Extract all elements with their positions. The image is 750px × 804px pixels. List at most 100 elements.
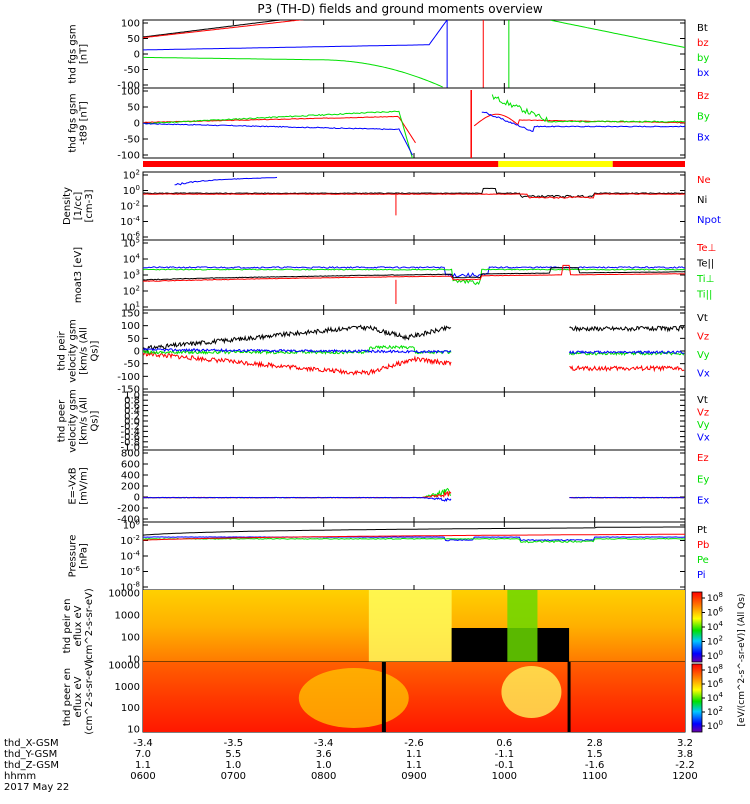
ion-spectrogram-green [507,590,538,662]
y-tick-label: 104 [123,253,141,266]
electron-spectrogram-blob [501,666,562,718]
legend-Bz: Bz [697,91,709,102]
colorbar-tick-label: 104 [707,691,723,704]
mode-bar-segment-3 [612,161,685,167]
trace-Bt [143,20,284,38]
panel-8: 100 10-2 10-4 10-6 10-8 Pressure[nPa] Pt Pb Pe Pi [68,519,710,594]
colorbar-electron [691,663,703,733]
panel-frame [142,19,686,89]
ephem-value: -1.6 [585,760,605,771]
ephem-value: -2.2 [675,760,695,771]
ephem-value: 1.0 [225,760,241,771]
trace-Npot [174,176,278,186]
y-tick-label: 10-4 [120,550,140,563]
legend-Te⊥: Te⊥ [696,243,716,254]
ephem-label-z: thd_Z-GSM [4,760,59,771]
trace-Ti-perp [143,268,685,286]
trace-Te-par [143,267,685,281]
ephem-label-hhmm: hhmm [4,771,36,782]
colorbar-tick-label: 108 [707,663,723,676]
y-tick-label: 100 [121,87,140,98]
ephem-value: 3.6 [316,749,332,760]
mode-bar-segment-1 [143,161,499,167]
y-tick-label: 50 [127,34,140,45]
ephem-value: -3.4 [133,738,153,749]
trace-Ez [143,490,685,499]
ephem-value: 7.0 [135,749,151,760]
legend-Ni: Ni [697,195,707,206]
panel-1: 100 50 0 -50 -100 thd fgs gsm[nT] Bt bz by bx [68,19,710,92]
panel-2: 100 50 0 -50 -100 thd fgs gsm-t89 [nT] Bz By Bx [68,87,710,162]
y-tick-label: -1.0 [120,443,140,454]
legend-by: by [697,53,709,64]
plot-date: 2017 May 22 [4,782,69,793]
trace-Pe [143,537,685,544]
y-tick-label: 800 [121,449,140,460]
colorbar-tick-label: 102 [707,705,723,718]
y-tick-label: 102 [123,285,140,298]
y-tick-label: 0 [134,493,140,504]
panel-frame [142,449,686,523]
legend-Bt: Bt [697,23,708,34]
trace-Ne [143,193,685,199]
legend-Pi: Pi [697,570,706,581]
y-tick-label: 103 [123,269,140,282]
y-tick-label: -100 [117,372,140,383]
y-tick-label: -400 [117,515,140,526]
y-tick-label: 1000 [115,682,140,693]
y-axis-label: thd peervelocity gsm[km/s (AllQs)] [57,389,101,453]
panel-4: 105 104 103 102 101 moat3 [eV] Te⊥ Te|| Ti⊥ Ti|| [73,237,716,314]
panel-3: 102 100 10-2 10-4 10-6 Density[1/cc][cm-3] Ne N… [62,169,721,244]
ephem-value: 0800 [311,771,336,782]
y-axis-label: thd peer eneflux eV(cm^2-s-sr-eV) [62,659,95,735]
y-tick-label: 100 [121,19,140,30]
legend-Ti⊥: Ti⊥ [696,274,714,285]
colorbar-tick-label: 100 [707,649,723,662]
ephem-value: -3.5 [224,738,244,749]
y-tick-label: 600 [121,460,140,471]
colorbar-tick-label: 106 [707,677,723,690]
y-tick-label: 200 [121,482,140,493]
trace-Vz [143,350,685,376]
plot-title: P3 (TH-D) fields and ground moments over… [257,2,542,16]
y-tick-label: 10-6 [120,231,140,244]
legend-Vy: Vy [697,420,710,431]
panel-10: 10000 1000 100 10 thd peer eneflux eV(cm^2-s… [62,659,686,736]
legend-Ex: Ex [697,496,709,507]
ephem-value: 5.5 [225,749,241,760]
ephem-label-y: thd_Y-GSM [4,749,57,760]
colorbar-tick-label: 106 [707,606,723,619]
trace-Ex [143,496,685,502]
ephem-label-x: thd_X-GSM [4,738,59,749]
y-tick-label: 0.8 [124,396,140,407]
y-tick-label: -100 [117,81,140,92]
ephem-value: 0600 [130,771,155,782]
legend-bz: bz [697,38,709,49]
y-tick-label: 10-2 [120,534,140,547]
y-tick-label: 105 [123,237,140,250]
ephem-value: 1100 [582,771,607,782]
panel-6: 1.00.80.60.40.20.0-0.2-0.4-0.6-0.8-1.0 th… [57,389,710,453]
y-tick-label: 0 [134,50,140,61]
colorbar-tick-label: 100 [707,719,723,732]
y-axis-label: E=-VxB[mV/m] [68,467,90,505]
y-tick-label: 102 [123,169,140,182]
trace-bx [143,20,448,51]
ephem-value: -0.1 [495,760,515,771]
y-tick-label: -150 [117,385,140,396]
legend-By: By [697,112,710,123]
legend-Ez: Ez [697,453,709,464]
trace-Te-perp [143,264,685,282]
legend-bx: bx [697,68,709,79]
y-tick-label: -50 [124,65,140,76]
trace-By [143,94,685,158]
y-tick-label: 50 [127,103,140,114]
legend-Vz: Vz [697,332,709,343]
y-tick-label: 101 [123,301,140,314]
y-tick-label: -200 [117,504,140,515]
mode-bar-segment-2 [498,161,613,167]
ion-spectrogram-band [368,590,452,662]
panel-frame [142,171,686,241]
